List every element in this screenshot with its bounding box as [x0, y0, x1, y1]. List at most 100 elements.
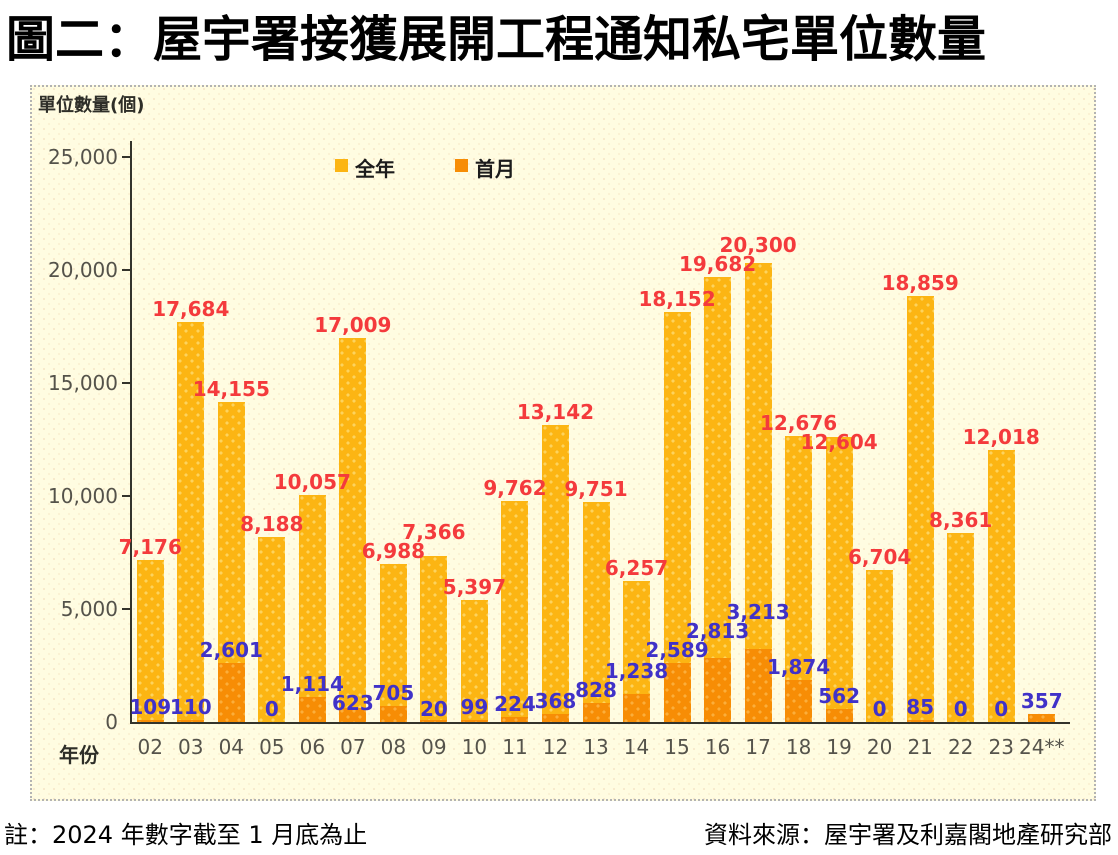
value-label-first-month-06: 1,114 [280, 671, 344, 696]
bar-full-year-23 [988, 450, 1015, 722]
bar-first-month-09 [420, 720, 447, 722]
legend-item-first-month: 首月 [455, 153, 515, 182]
bar-full-year-09 [420, 556, 447, 722]
bar-first-month-08 [380, 706, 407, 722]
x-tick-label: 03 [178, 735, 204, 759]
y-tick-label: 25,000 [48, 145, 118, 169]
value-label-full-year-18: 12,676 [760, 410, 838, 435]
x-tick-label: 12 [542, 735, 569, 759]
legend-swatch-icon [455, 159, 468, 172]
y-tick-label: 10,000 [48, 484, 118, 508]
value-label-first-month-22: 0 [953, 697, 968, 721]
value-label-first-month-18: 1,874 [766, 654, 831, 679]
x-tick-label: 23 [988, 735, 1014, 759]
value-label-full-year-12: 13,142 [516, 399, 595, 424]
bar-first-month-07 [339, 708, 366, 722]
bar-full-year-16 [704, 277, 731, 722]
value-label-full-year-16: 19,682 [678, 252, 757, 277]
bar-full-year-19 [826, 437, 853, 722]
value-label-full-year-09: 7,366 [402, 520, 466, 545]
bar-first-month-17 [745, 649, 772, 722]
bar-full-year-10 [461, 600, 488, 722]
x-tick-label: 21 [907, 735, 933, 759]
value-label-full-year-14: 6,257 [604, 555, 669, 580]
value-label-full-year-13: 9,751 [564, 476, 628, 501]
y-tick-label: 15,000 [48, 371, 118, 395]
value-label-first-month-03: 110 [169, 694, 212, 719]
bar-first-month-16 [704, 658, 731, 722]
value-label-first-month-16: 2,813 [685, 619, 750, 644]
footnote: 註：2024 年數字截至 1 月底為止 [4, 821, 368, 849]
bar-first-month-21 [907, 720, 934, 722]
x-tick-label: 14 [623, 735, 650, 759]
value-label-first-month-04: 2,601 [199, 638, 263, 663]
y-tick-label: 5,000 [60, 597, 118, 621]
bar-full-year-17 [745, 263, 772, 722]
value-label-first-month-10: 99 [460, 694, 489, 719]
bar-first-month-12 [542, 714, 569, 722]
bar-first-month-13 [583, 703, 610, 722]
chart-area: 單位數量(個) 全年 首月 0 5,000 10,000 15,000 20,000 25,… [30, 85, 1096, 801]
bar-full-year-11 [501, 501, 528, 722]
value-label-first-month-02: 109 [129, 694, 172, 719]
y-tick-label: 0 [105, 710, 118, 734]
x-tick-label: 20 [866, 735, 893, 759]
value-label-full-year-08: 6,988 [361, 539, 426, 564]
bar-full-year-13 [583, 502, 610, 722]
legend: 全年 首月 [335, 153, 515, 182]
bar-full-year-18 [785, 436, 812, 722]
footer: 註：2024 年數字截至 1 月底為止 資料來源：屋宇署及利嘉閣地產研究部 [0, 815, 1118, 850]
y-axis-line [130, 141, 132, 722]
value-label-first-month-11: 224 [494, 691, 536, 716]
value-label-first-month-15: 2,589 [645, 638, 709, 663]
value-label-first-month-14: 1,238 [604, 659, 669, 684]
bar-full-year-06 [299, 495, 326, 722]
value-label-full-year-06: 10,057 [273, 469, 351, 494]
x-tick-label: 13 [583, 735, 609, 759]
bar-full-year-12 [542, 425, 569, 722]
x-tick-label: 04 [218, 735, 245, 759]
x-tick-label: 02 [137, 735, 163, 759]
value-label-first-month-23: 0 [994, 697, 1009, 721]
y-tick-label: 20,000 [48, 258, 118, 282]
bar-first-month-10 [461, 720, 488, 722]
value-label-first-month-13: 828 [575, 678, 617, 703]
x-tick-label: 18 [785, 735, 812, 759]
bar-first-month-03 [177, 720, 204, 722]
bar-first-month-19 [826, 709, 853, 722]
y-axis-tick [122, 495, 130, 497]
bar-full-year-20 [866, 570, 893, 722]
legend-swatch-icon [335, 159, 348, 172]
legend-label: 全年 [355, 157, 395, 181]
value-label-first-month-21: 85 [906, 695, 935, 720]
value-label-full-year-19: 12,604 [800, 429, 878, 454]
bar-first-month-24** [1028, 714, 1055, 722]
value-label-first-month-07: 623 [331, 690, 374, 715]
bar-first-month-18 [785, 680, 812, 722]
bar-first-month-15 [664, 663, 691, 722]
plot-area: 0 5,000 10,000 15,000 20,000 25,000 02 03 04 05 06… [32, 87, 1094, 799]
bar-first-month-11 [501, 717, 528, 722]
y-axis-tick [122, 269, 130, 271]
x-tick-label: 08 [380, 735, 407, 759]
bar-full-year-02 [137, 560, 164, 722]
bar-full-year-03 [177, 322, 204, 722]
x-tick-label: 19 [826, 735, 852, 759]
x-tick-label: 15 [664, 735, 690, 759]
value-label-full-year-05: 8,188 [240, 511, 304, 536]
value-label-full-year-02: 7,176 [118, 534, 182, 559]
bar-full-year-15 [664, 312, 691, 722]
x-tick-label: 06 [299, 735, 326, 759]
x-axis-title: 年份 [59, 743, 99, 767]
bar-first-month-04 [218, 663, 245, 722]
value-label-full-year-22: 8,361 [929, 508, 993, 533]
bar-full-year-22 [947, 533, 974, 722]
legend-label: 首月 [475, 157, 515, 181]
value-label-full-year-20: 6,704 [848, 545, 912, 570]
value-label-full-year-04: 14,155 [192, 377, 270, 402]
x-tick-label: 16 [704, 735, 731, 759]
value-label-first-month-20: 0 [872, 697, 887, 721]
x-tick-label: 10 [461, 735, 488, 759]
value-label-full-year-21: 18,859 [881, 270, 959, 295]
